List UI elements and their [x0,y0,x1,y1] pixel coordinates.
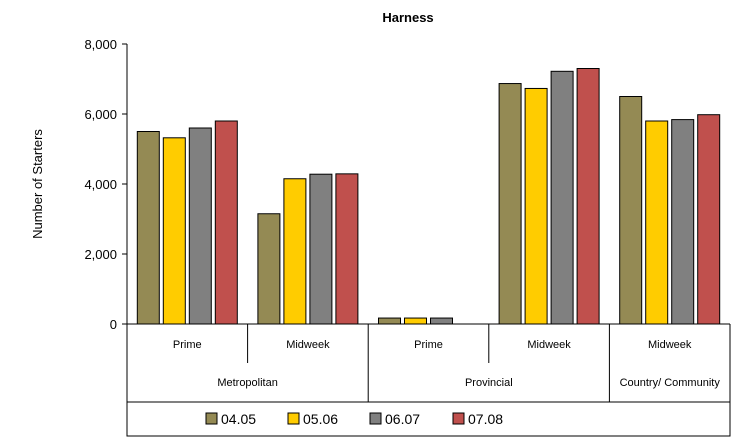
category-label: Midweek [648,339,692,351]
legend: 04.05 05.06 06.07 07.08 [126,401,731,437]
bar-04.05-4 [498,83,522,325]
category-label: Midweek [527,339,571,351]
legend-box [126,401,731,437]
bar-04.05-2 [257,213,281,325]
bar-06.07-3 [430,317,453,325]
category-label: Prime [173,339,202,351]
bar-06.07-1 [188,127,212,325]
y-tick-label: 2,000 [84,247,117,262]
bar-05.06-2 [283,178,307,325]
legend-swatch-07.08 [452,412,465,425]
bar-06.07-4 [550,70,574,325]
bar-07.08-1 [214,120,238,325]
legend-label-05.06: 05.06 [303,411,338,427]
bar-05.06-3 [404,317,427,325]
bar-05.06-4 [524,87,548,325]
bar-04.05-3 [378,317,401,325]
bar-05.06-1 [162,137,186,325]
group-label: Metropolitan [217,377,278,389]
y-tick-label: 8,000 [84,37,117,52]
bar-07.08-2 [335,173,359,325]
chart-title: Harness [382,10,433,25]
legend-swatch-04.05 [205,412,218,425]
bar-06.07-5 [671,119,695,325]
y-tick-label: 6,000 [84,107,117,122]
legend-label-04.05: 04.05 [221,411,256,427]
bar-05.06-5 [645,120,669,325]
category-label: Midweek [286,339,330,351]
y-tick-label: 4,000 [84,177,117,192]
plot-area: 0 2,000 4,000 6,000 8,000 Prime Midweek Prime Mi… [84,37,731,402]
group-label: Country/ Community [620,377,721,389]
category-label: Prime [414,339,443,351]
legend-label-06.07: 06.07 [385,411,420,427]
bar-07.08-5 [697,114,721,325]
legend-swatch-06.07 [369,412,382,425]
legend-swatch-05.06 [287,412,300,425]
y-tick-label: 0 [110,317,117,332]
legend-label-07.08: 07.08 [468,411,503,427]
bar-04.05-5 [619,96,643,325]
y-axis-title: Number of Starters [30,129,45,239]
bar-04.05-1 [136,131,160,325]
bar-07.08-4 [576,68,600,325]
group-label: Provincial [465,377,513,389]
bar-06.07-2 [309,173,333,325]
